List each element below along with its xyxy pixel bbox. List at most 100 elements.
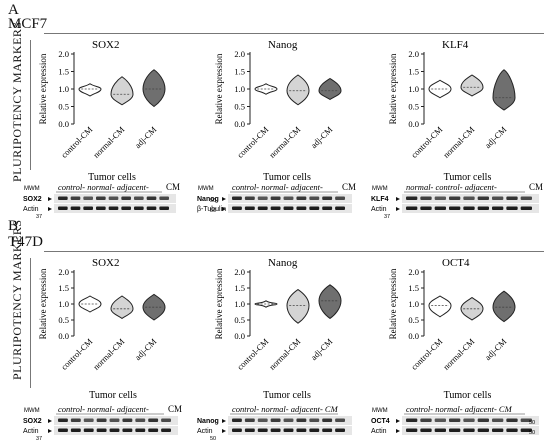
- x-tick-label: normal-CM: [91, 124, 127, 160]
- x-tick-label: normal-CM: [91, 336, 127, 372]
- blot-band: [134, 206, 144, 210]
- blot-band: [270, 196, 281, 200]
- chart-title: SOX2: [92, 257, 120, 269]
- blot-band: [83, 428, 94, 432]
- violin-adj-CM: [318, 77, 342, 101]
- western-blot-a-klf4: Tumor cells MWM normal- control- adjacent-…: [371, 172, 543, 218]
- western-blot-b-oct4: Tumor cells MWM control- normal- adjacent-…: [371, 390, 539, 436]
- y-tick-label: 0.0: [234, 331, 245, 341]
- chart-title: Nanog: [268, 39, 298, 51]
- blot-band: [148, 418, 159, 422]
- x-tick-label: normal-CM: [441, 124, 477, 160]
- blot-band: [322, 428, 333, 432]
- blot-row-label: β-Tubulin: [197, 206, 226, 213]
- violin-normal-CM: [460, 74, 484, 97]
- violin-chart-a-sox2: SOX2 0.0 0.5 1.0 1.5 2.0 Relative expression co…: [38, 39, 166, 160]
- blot-band: [108, 206, 119, 210]
- panel-b-rule: [44, 251, 544, 252]
- blot-band: [270, 418, 281, 422]
- panel-a-side-rule: [30, 40, 31, 170]
- blot-header: Tumor cells: [444, 172, 492, 183]
- y-tick-label: 0.5: [234, 102, 245, 112]
- y-tick-label: 1.5: [234, 67, 245, 77]
- y-tick-label: 1.0: [58, 84, 69, 94]
- x-tick-label: control-CM: [59, 336, 95, 372]
- blot-header: Tumor cells: [89, 390, 137, 401]
- blot-band: [232, 418, 242, 422]
- blot-groups-label: control- normal- adjacent- CM: [232, 404, 339, 414]
- y-tick-label: 2.0: [58, 49, 69, 59]
- panel-a-cell-line: MCF7: [8, 16, 48, 32]
- blot-groups-label: control- normal- adjacent-: [232, 182, 323, 192]
- violin-chart-b-oct4: OCT4 0.0 0.5 1.0 1.5 2.0 Relative expression co…: [388, 257, 516, 372]
- blot-band: [159, 206, 169, 210]
- x-tick-label: normal-CM: [267, 336, 303, 372]
- x-tick-label: normal-CM: [267, 124, 303, 160]
- panel-b-letter: B: [8, 218, 19, 234]
- blot-mw-marker: 50: [210, 198, 216, 204]
- blot-band: [70, 196, 81, 200]
- blot-band: [477, 206, 489, 210]
- blot-row-label: KLF4: [371, 196, 389, 203]
- y-tick-label: 1.0: [408, 299, 419, 309]
- blot-band: [244, 418, 255, 422]
- y-tick-label: 1.5: [58, 283, 69, 293]
- blot-band: [146, 196, 157, 200]
- blot-band: [335, 206, 345, 210]
- blot-band: [70, 418, 81, 422]
- blot-band: [83, 418, 94, 422]
- blot-arrow-icon: [222, 207, 226, 211]
- blot-band: [492, 196, 504, 200]
- y-tick-label: 1.5: [58, 67, 69, 77]
- blot-band: [434, 418, 446, 422]
- blot-band: [58, 206, 68, 210]
- blot-row-label: Nanog: [197, 196, 219, 203]
- blot-band: [420, 428, 432, 432]
- x-tick-label: control-CM: [59, 124, 95, 160]
- blot-band: [270, 428, 281, 432]
- x-tick-label: control-CM: [409, 124, 445, 160]
- y-tick-label: 1.0: [408, 84, 419, 94]
- y-tick-label: 0.5: [58, 102, 69, 112]
- x-tick-label: adj-CM: [133, 336, 159, 362]
- blot-mwm-label: MWM: [372, 186, 388, 192]
- blot-band: [492, 206, 504, 210]
- blot-band: [434, 428, 446, 432]
- blot-band: [420, 196, 432, 200]
- blot-groups-label: control- normal- adjacent-: [58, 182, 149, 192]
- blot-band: [477, 196, 489, 200]
- blot-arrow-icon: [396, 419, 400, 423]
- blot-band: [520, 196, 532, 200]
- blot-header: Tumor cells: [444, 390, 492, 401]
- blot-cm-label: CM: [529, 182, 543, 192]
- blot-band: [406, 206, 418, 210]
- blot-band: [109, 418, 120, 422]
- x-tick-label: control-CM: [235, 124, 271, 160]
- blot-band: [283, 196, 294, 200]
- blot-band: [58, 196, 68, 200]
- blot-band: [135, 428, 146, 432]
- y-axis-label: Relative expression: [38, 268, 48, 339]
- x-tick-label: adj-CM: [309, 124, 335, 150]
- violin-normal-CM: [110, 295, 134, 320]
- blot-band: [434, 206, 446, 210]
- blot-arrow-icon: [48, 419, 52, 423]
- y-axis-label: Relative expression: [214, 53, 224, 124]
- blot-band: [83, 206, 93, 210]
- blot-band: [322, 196, 333, 200]
- blot-band: [420, 418, 432, 422]
- blot-arrow-icon: [396, 197, 400, 201]
- blot-row-label: Actin: [371, 428, 387, 435]
- blot-band: [121, 206, 131, 210]
- blot-band: [232, 196, 242, 200]
- x-tick-label: control-CM: [235, 336, 271, 372]
- blot-band: [506, 196, 518, 200]
- blot-band: [463, 196, 475, 200]
- y-tick-label: 2.0: [408, 49, 419, 59]
- y-tick-label: 0.0: [408, 119, 419, 129]
- blot-band: [449, 428, 461, 432]
- blot-band: [122, 428, 133, 432]
- blot-band: [309, 418, 320, 422]
- violin-normal-CM: [286, 74, 310, 106]
- blot-band: [244, 428, 255, 432]
